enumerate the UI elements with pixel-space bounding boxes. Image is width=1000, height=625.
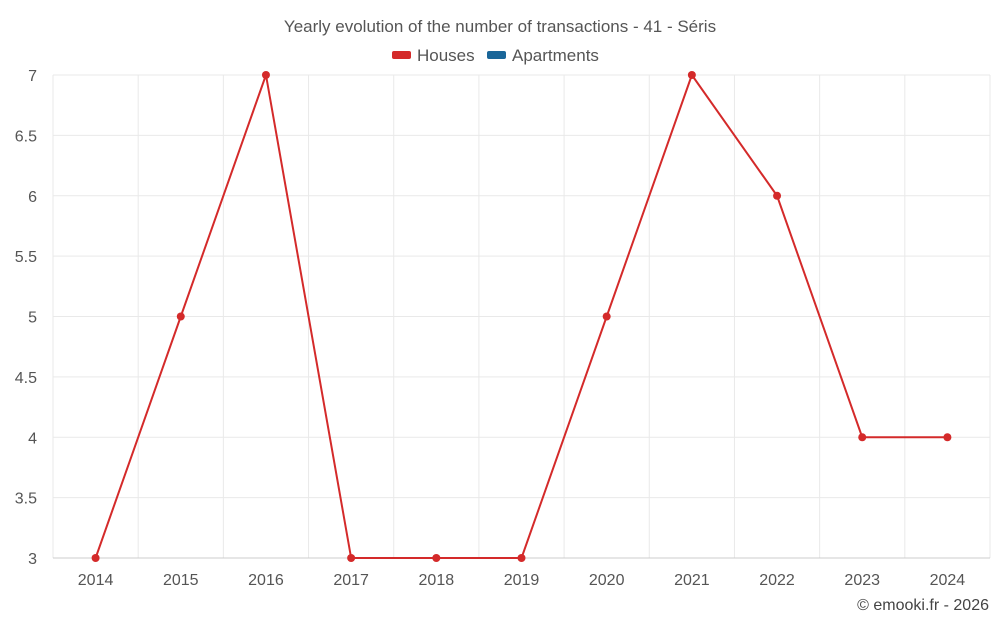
x-tick-label: 2020 bbox=[589, 572, 625, 589]
data-point[interactable] bbox=[687, 71, 696, 79]
legend-label-houses[interactable]: Houses bbox=[417, 46, 475, 65]
y-tick-label: 7 bbox=[28, 68, 37, 85]
x-tick-label: 2021 bbox=[674, 572, 710, 589]
data-point[interactable] bbox=[261, 71, 270, 79]
grid bbox=[52, 74, 991, 559]
x-tick-label: 2018 bbox=[419, 572, 455, 589]
legend[interactable]: Houses Apartments bbox=[392, 46, 599, 65]
y-tick-label: 4 bbox=[28, 430, 37, 447]
data-point[interactable] bbox=[602, 312, 611, 321]
x-tick-label: 2016 bbox=[248, 572, 284, 589]
y-tick-label: 4.5 bbox=[15, 370, 37, 387]
x-tick-label: 2019 bbox=[504, 572, 540, 589]
y-tick-label: 3 bbox=[28, 551, 37, 568]
y-tick-label: 5 bbox=[28, 310, 37, 327]
y-tick-label: 3.5 bbox=[15, 491, 37, 508]
x-tick-label: 2015 bbox=[163, 572, 199, 589]
x-tick-label: 2017 bbox=[333, 572, 369, 589]
data-point[interactable] bbox=[773, 191, 782, 200]
data-point[interactable] bbox=[432, 554, 441, 562]
x-tick-label: 2023 bbox=[844, 572, 880, 589]
y-axis: 3 3.5 4 4.5 5 5.5 6 6.5 7 bbox=[15, 68, 37, 568]
x-tick-label: 2014 bbox=[78, 572, 114, 589]
series-houses bbox=[91, 71, 952, 562]
data-point[interactable] bbox=[517, 554, 526, 562]
x-tick-label: 2024 bbox=[930, 572, 966, 589]
data-point[interactable] bbox=[91, 554, 100, 562]
y-tick-label: 6.5 bbox=[15, 128, 37, 145]
x-axis: 2014 2015 2016 2017 2018 2019 2020 2021 2022 2023… bbox=[53, 557, 990, 589]
data-point[interactable] bbox=[347, 554, 356, 562]
data-point[interactable] bbox=[943, 433, 952, 442]
credit-text: © emooki.fr - 2026 bbox=[857, 597, 989, 614]
data-point[interactable] bbox=[858, 433, 867, 442]
y-tick-label: 5.5 bbox=[15, 249, 37, 266]
legend-swatch-houses bbox=[392, 51, 411, 59]
legend-swatch-apartments bbox=[487, 51, 506, 59]
chart-title: Yearly evolution of the number of transa… bbox=[284, 17, 716, 36]
legend-label-apartments[interactable]: Apartments bbox=[512, 46, 599, 65]
data-point[interactable] bbox=[176, 312, 185, 321]
y-tick-label: 6 bbox=[28, 189, 37, 206]
x-tick-label: 2022 bbox=[759, 572, 795, 589]
